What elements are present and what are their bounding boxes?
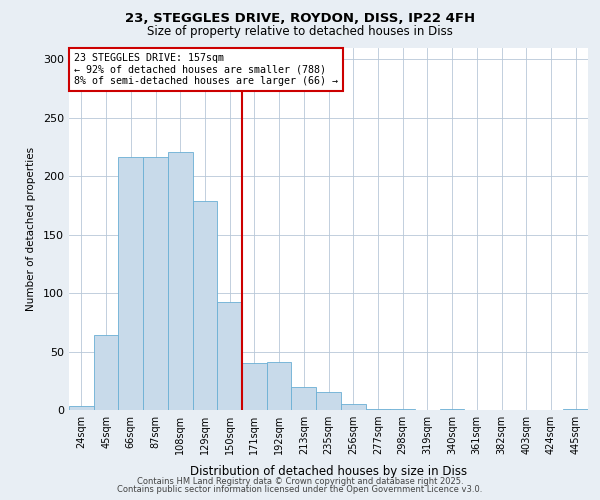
Bar: [365, 409, 390, 410]
Bar: [118, 158, 143, 410]
Bar: [94, 335, 118, 410]
Bar: [217, 302, 242, 410]
Bar: [563, 409, 588, 410]
Text: Contains HM Land Registry data © Crown copyright and database right 2025.: Contains HM Land Registry data © Crown c…: [137, 477, 463, 486]
Bar: [69, 406, 94, 410]
Y-axis label: Number of detached properties: Number of detached properties: [26, 146, 36, 311]
Bar: [168, 152, 193, 410]
Bar: [440, 409, 464, 410]
Bar: [390, 409, 415, 410]
Bar: [193, 200, 217, 410]
Text: 23, STEGGLES DRIVE, ROYDON, DISS, IP22 4FH: 23, STEGGLES DRIVE, ROYDON, DISS, IP22 4…: [125, 12, 475, 26]
Text: 23 STEGGLES DRIVE: 157sqm
← 92% of detached houses are smaller (788)
8% of semi-: 23 STEGGLES DRIVE: 157sqm ← 92% of detac…: [74, 53, 338, 86]
Bar: [143, 158, 168, 410]
Bar: [267, 362, 292, 410]
Bar: [316, 392, 341, 410]
X-axis label: Distribution of detached houses by size in Diss: Distribution of detached houses by size …: [190, 466, 467, 478]
Bar: [341, 404, 365, 410]
Text: Contains public sector information licensed under the Open Government Licence v3: Contains public sector information licen…: [118, 485, 482, 494]
Text: Size of property relative to detached houses in Diss: Size of property relative to detached ho…: [147, 25, 453, 38]
Bar: [292, 386, 316, 410]
Bar: [242, 363, 267, 410]
